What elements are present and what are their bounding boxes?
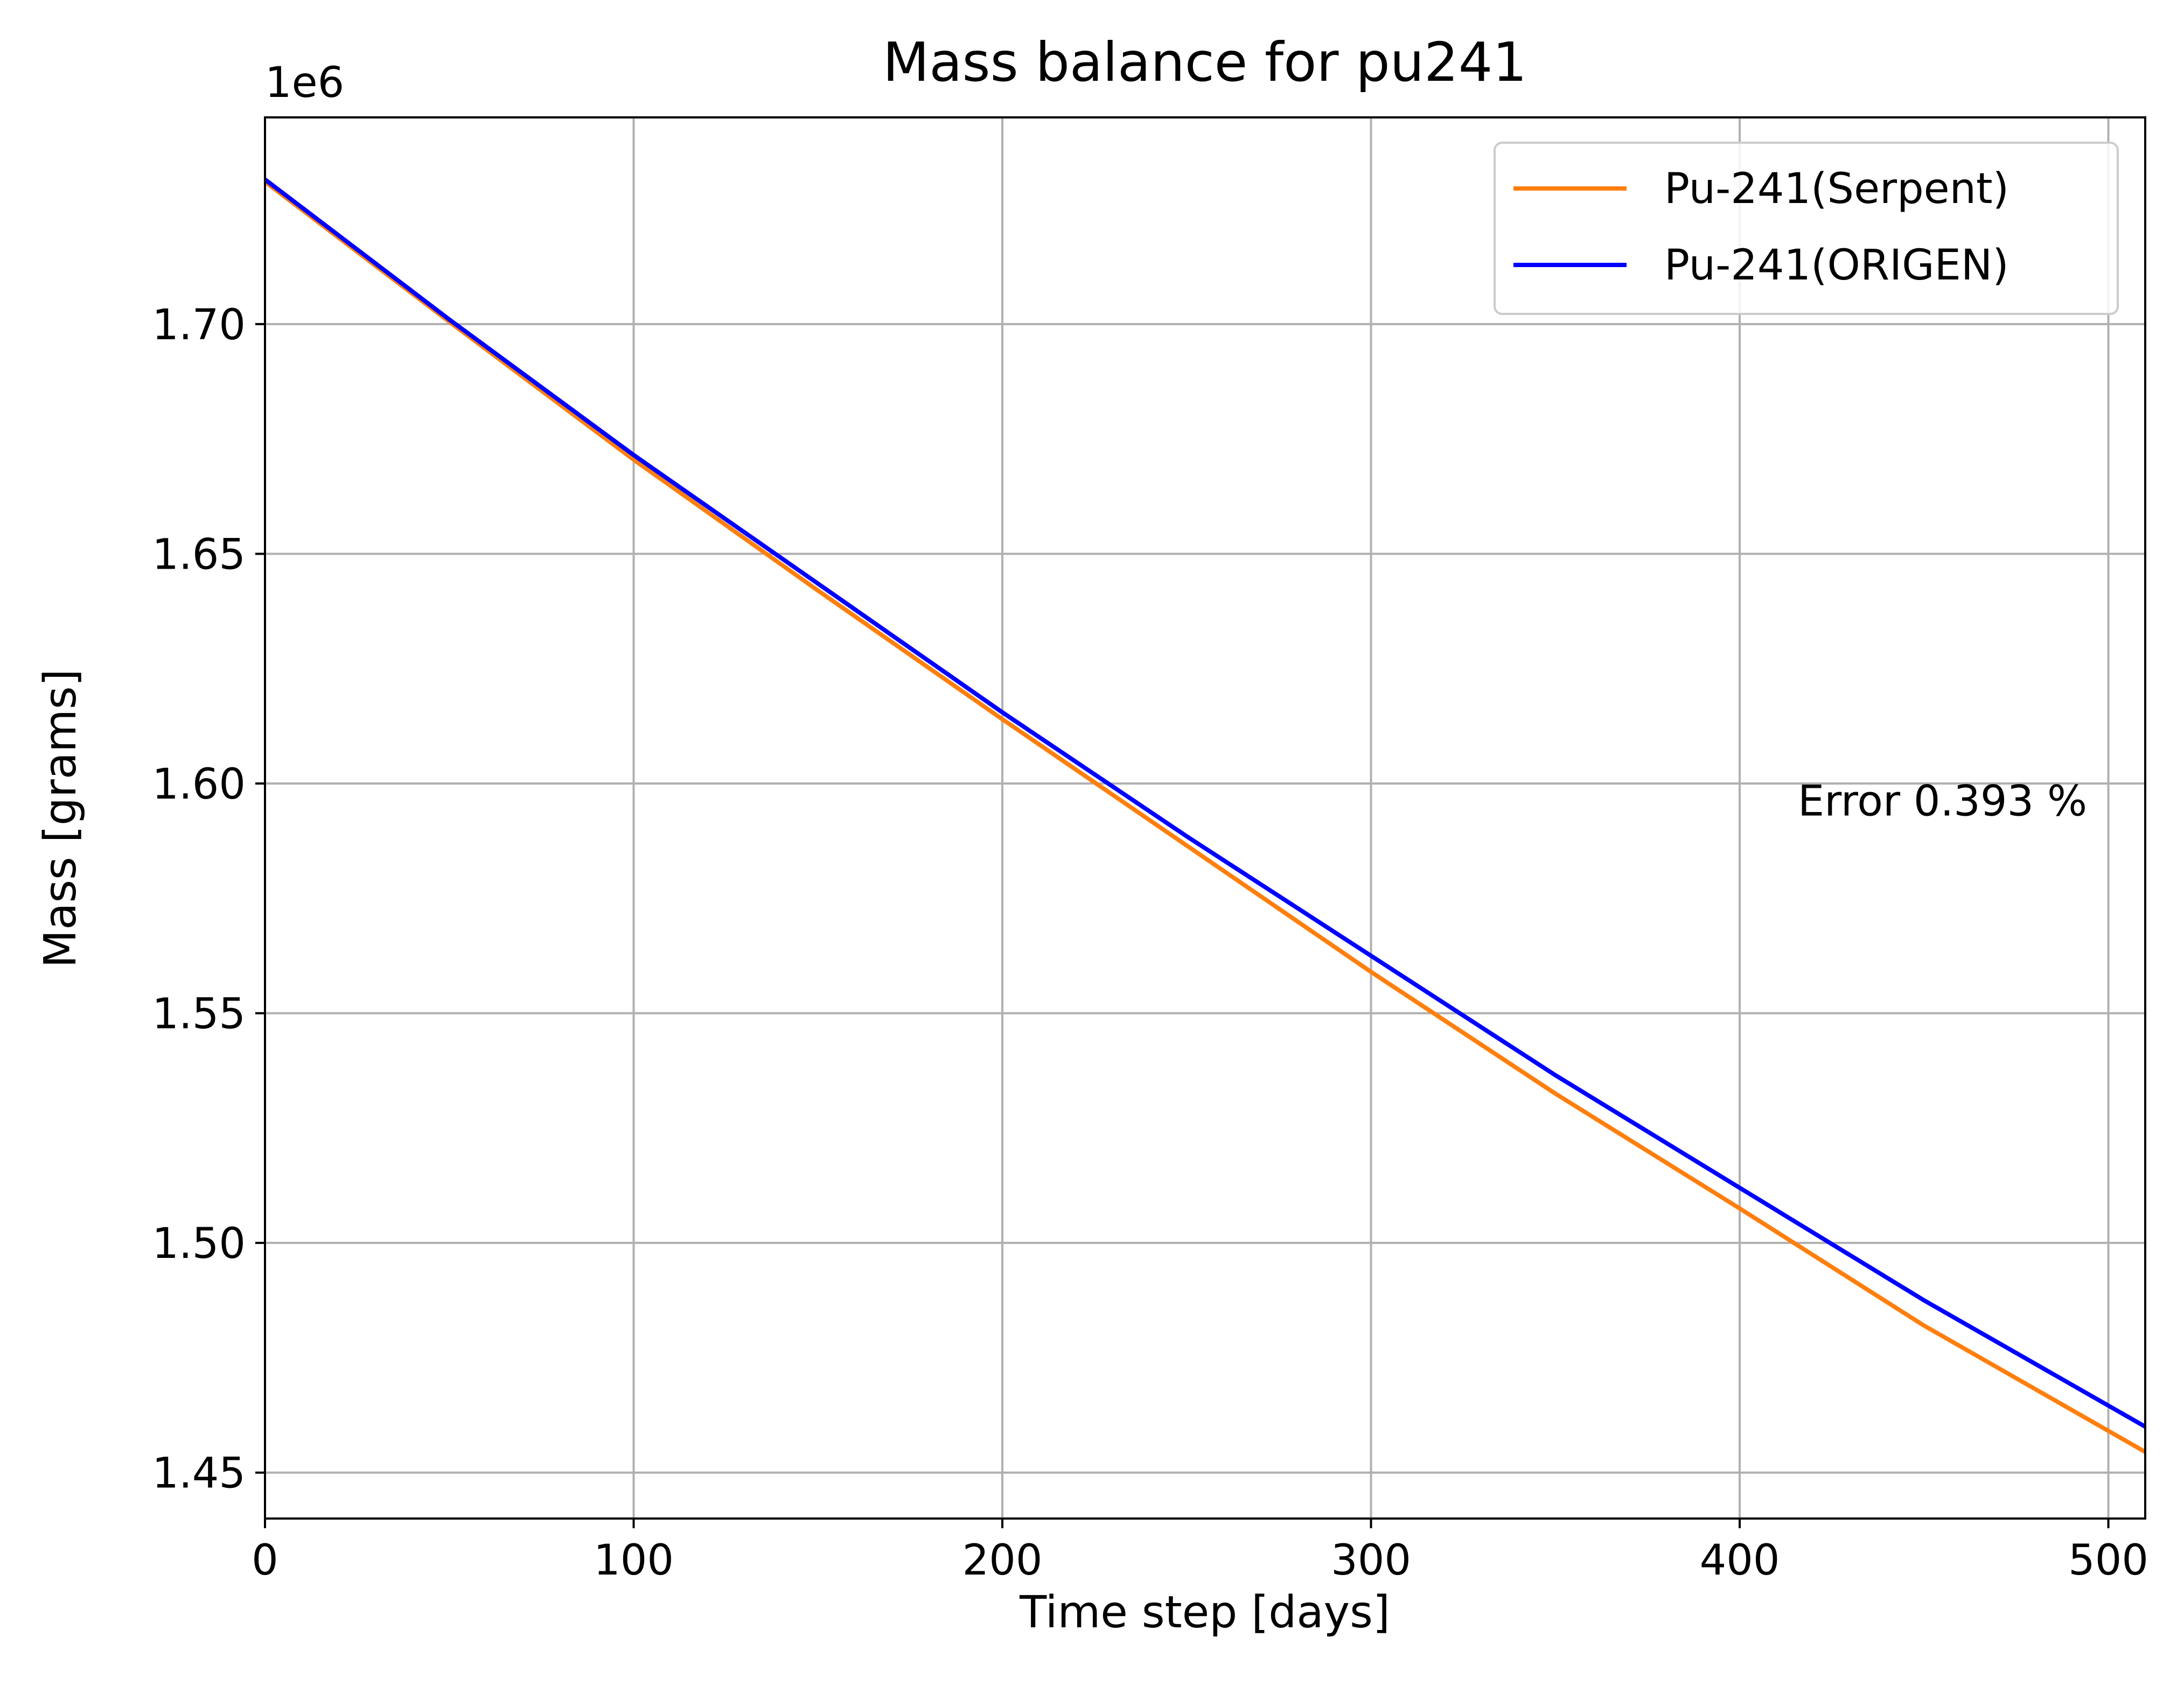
ticks: 0 100 200 300 400 500 1.45 1.50 1.55 1.60 1.65 1.70 bbox=[152, 301, 2148, 1585]
error-annotation: Error 0.393 % bbox=[1798, 778, 2087, 826]
legend-label-serpent: Pu-241(Serpent) bbox=[1664, 165, 2009, 213]
y-offset-label: 1e6 bbox=[265, 59, 344, 107]
x-tick-label: 500 bbox=[2068, 1536, 2148, 1585]
y-axis-label: Mass [grams] bbox=[35, 669, 86, 968]
y-tick-label: 1.70 bbox=[152, 301, 246, 349]
x-axis-label: Time step [days] bbox=[1019, 1587, 1390, 1638]
series-line-0 bbox=[263, 180, 2146, 1454]
x-tick-label: 400 bbox=[1700, 1536, 1780, 1585]
axes-frame bbox=[264, 116, 2146, 1520]
y-tick-label: 1.55 bbox=[152, 990, 246, 1039]
x-tick-label: 0 bbox=[252, 1536, 278, 1585]
chart-title: Mass balance for pu241 bbox=[883, 31, 1527, 94]
grid bbox=[264, 117, 2145, 1519]
plot-lines bbox=[263, 178, 2146, 1454]
y-tick-label: 1.50 bbox=[152, 1220, 246, 1268]
x-tick-label: 300 bbox=[1331, 1536, 1411, 1585]
series-line-1 bbox=[263, 178, 2146, 1429]
legend: Pu-241(Serpent) Pu-241(ORIGEN) bbox=[1494, 142, 2119, 315]
y-tick-label: 1.65 bbox=[152, 530, 246, 579]
legend-box bbox=[1494, 142, 2119, 315]
legend-label-origen: Pu-241(ORIGEN) bbox=[1664, 241, 2009, 290]
y-tick-label: 1.60 bbox=[152, 760, 246, 809]
x-tick-label: 100 bbox=[594, 1536, 674, 1585]
y-tick-label: 1.45 bbox=[152, 1450, 246, 1498]
x-tick-label: 200 bbox=[962, 1536, 1043, 1585]
